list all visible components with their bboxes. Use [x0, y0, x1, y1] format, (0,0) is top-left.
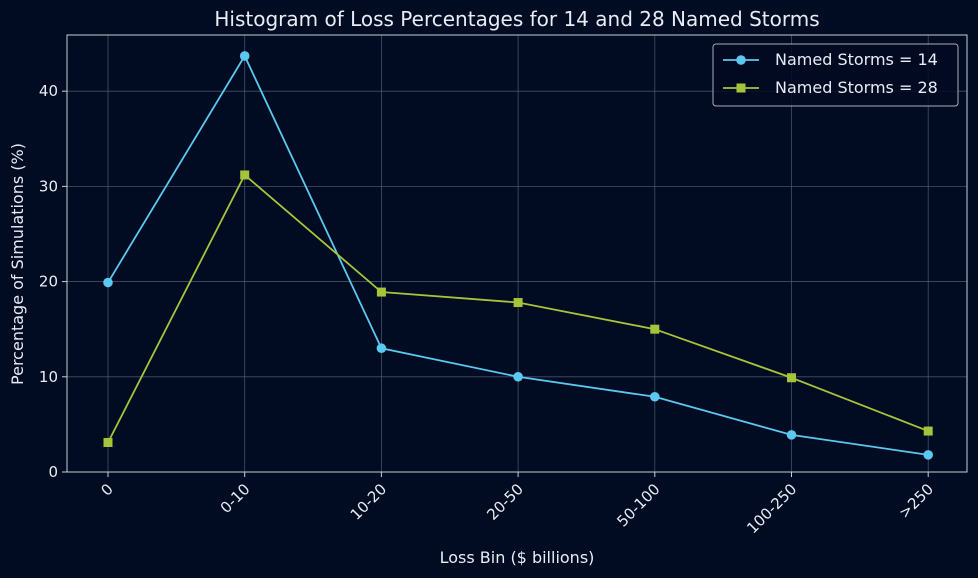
y-tick-label: 0 — [48, 463, 58, 481]
plot-frame — [66, 34, 968, 473]
y-tick-label: 10 — [39, 368, 58, 386]
chart-title: Histogram of Loss Percentages for 14 and… — [214, 7, 819, 31]
x-axis-label: Loss Bin ($ billions) — [440, 548, 595, 567]
legend-marker — [736, 83, 746, 93]
y-tick-label: 40 — [39, 82, 58, 100]
series-layer — [103, 51, 933, 460]
data-point — [787, 373, 796, 383]
data-point — [923, 450, 933, 460]
data-point — [650, 391, 660, 402]
y-tick-label: 20 — [39, 273, 58, 291]
data-point — [240, 170, 250, 180]
data-point — [239, 51, 250, 61]
series-1 — [103, 51, 933, 460]
y-axis-label: Percentage of Simulations (%) — [8, 143, 27, 385]
legend-box — [712, 43, 959, 107]
legend-label: Named Storms = 28 — [775, 78, 938, 97]
y-axis: 0 10 20 30 40 — [39, 82, 67, 481]
data-point — [923, 426, 933, 436]
legend: Named Storms = 14 Named Storms = 28 — [712, 43, 959, 107]
series-2 — [103, 170, 933, 447]
y-tick-label: 30 — [39, 177, 58, 195]
data-point — [650, 324, 660, 334]
data-point — [376, 287, 386, 297]
data-point — [103, 277, 113, 288]
data-point — [786, 430, 797, 440]
data-point — [513, 298, 523, 308]
data-point — [103, 437, 113, 447]
data-point — [513, 371, 523, 382]
data-point — [376, 343, 387, 354]
legend-marker — [736, 55, 746, 65]
legend-label: Named Storms = 14 — [775, 50, 938, 69]
